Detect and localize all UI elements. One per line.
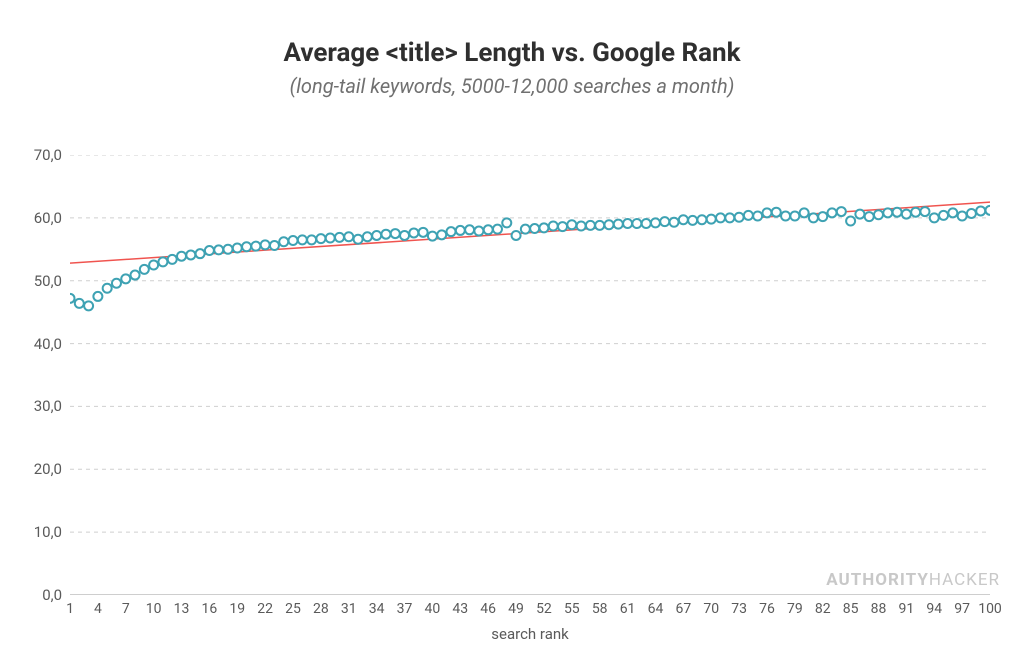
- x-tick-label: 13: [174, 601, 190, 617]
- x-tick-label: 16: [202, 601, 218, 617]
- watermark-bold: AUTHORITY: [826, 570, 929, 590]
- chart-root: Average <title> Length vs. Google Rank (…: [0, 0, 1024, 672]
- x-tick-label: 46: [480, 601, 496, 617]
- y-tick-label: 50,0: [34, 272, 62, 290]
- x-tick-label: 34: [369, 601, 385, 617]
- x-tick-label: 76: [759, 601, 775, 617]
- x-tick-label: 1: [66, 601, 74, 617]
- x-tick-label: 55: [564, 601, 580, 617]
- y-tick-label: 70,0: [34, 146, 62, 164]
- x-tick-label: 31: [341, 601, 357, 617]
- chart-subtitle: (long-tail keywords, 5000-12,000 searche…: [0, 74, 1024, 98]
- x-tick-label: 79: [787, 601, 803, 617]
- x-tick-label: 91: [898, 601, 914, 617]
- x-tick-label: 97: [954, 601, 970, 617]
- x-tick-label: 82: [815, 601, 831, 617]
- x-tick-label: 37: [397, 601, 413, 617]
- x-tick-label: 19: [229, 601, 245, 617]
- x-tick-label: 4: [94, 601, 102, 617]
- y-tick-label: 60,0: [34, 209, 62, 227]
- y-tick-label: 0,0: [42, 586, 62, 604]
- x-tick-label: 52: [536, 601, 552, 617]
- x-tick-label: 43: [452, 601, 468, 617]
- x-tick-label: 85: [843, 601, 859, 617]
- x-tick-label: 10: [146, 601, 162, 617]
- x-tick-label: 100: [978, 601, 1002, 617]
- x-tick-label: 73: [731, 601, 747, 617]
- x-tick-label: 61: [620, 601, 636, 617]
- plot-area: search rank 0,010,020,030,040,050,060,07…: [70, 155, 990, 595]
- watermark-authorityhacker: AUTHORITYHACKER: [826, 570, 1000, 590]
- y-tick-label: 10,0: [34, 523, 62, 541]
- x-axis-title: search rank: [491, 625, 568, 643]
- x-tick-label: 22: [257, 601, 273, 617]
- x-tick-label: 64: [648, 601, 664, 617]
- x-tick-label: 67: [675, 601, 691, 617]
- x-tick-label: 7: [122, 601, 130, 617]
- x-tick-label: 94: [926, 601, 942, 617]
- x-tick-label: 40: [425, 601, 441, 617]
- x-tick-label: 49: [508, 601, 524, 617]
- x-tick-label: 28: [313, 601, 329, 617]
- x-tick-label: 88: [871, 601, 887, 617]
- data-series: [70, 155, 990, 595]
- watermark-light: HACKER: [929, 570, 1000, 590]
- y-tick-label: 30,0: [34, 397, 62, 415]
- x-tick-label: 58: [592, 601, 608, 617]
- x-tick-label: 25: [285, 601, 301, 617]
- title-block: Average <title> Length vs. Google Rank (…: [0, 38, 1024, 98]
- y-tick-label: 40,0: [34, 335, 62, 353]
- x-tick-label: 70: [703, 601, 719, 617]
- y-tick-label: 20,0: [34, 460, 62, 478]
- chart-title: Average <title> Length vs. Google Rank: [0, 38, 1024, 68]
